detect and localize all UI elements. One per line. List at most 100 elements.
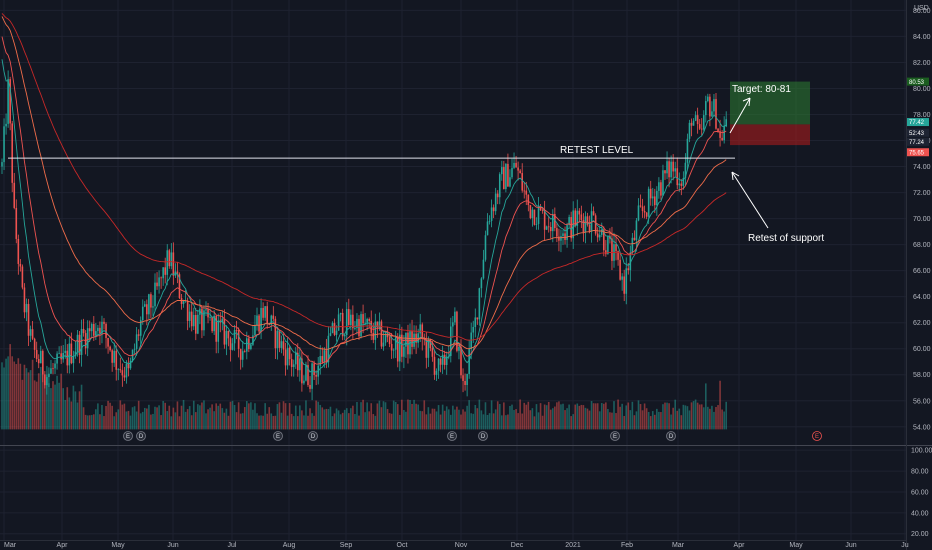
candle-body (95, 331, 97, 336)
volume-bar (276, 404, 279, 430)
volume-bar (127, 410, 130, 430)
time-tick-label: Dec (511, 542, 524, 549)
candle-body (76, 334, 79, 352)
ma-long-line (1, 13, 727, 341)
candle-body (482, 259, 485, 279)
volume-bar (68, 397, 71, 430)
volume-bar (262, 415, 264, 430)
candle-body (364, 322, 366, 324)
volume-bar (64, 399, 67, 430)
volume-bar (607, 409, 609, 430)
candle-body (372, 332, 375, 340)
volume-bar (450, 414, 452, 430)
volume-bar (413, 399, 415, 430)
candle-body (629, 252, 632, 271)
candle-body (639, 205, 642, 207)
volume-bar (405, 411, 407, 430)
candle-body (607, 235, 609, 255)
volume-bar (427, 407, 430, 430)
candle-body (152, 306, 154, 308)
candle-body (37, 359, 40, 364)
volume-bar (270, 413, 273, 430)
volume-bar (109, 402, 111, 430)
time-tick-label: Sep (340, 542, 353, 549)
candle-body (658, 182, 660, 191)
volume-bar (531, 408, 534, 430)
candle-body (341, 312, 344, 337)
candle-body (125, 363, 128, 378)
volume-bar (700, 404, 703, 430)
candle-body (25, 303, 28, 313)
candle-body (284, 349, 287, 366)
candle-body (231, 343, 234, 350)
volume-bar (239, 413, 242, 430)
candle-body (507, 163, 509, 187)
candle-body (603, 229, 605, 251)
volume-bar (233, 405, 236, 430)
candle-body (166, 250, 169, 275)
candle-body (660, 182, 662, 196)
candle-body (274, 318, 277, 349)
candle-body (117, 369, 120, 371)
candle-body (9, 79, 11, 124)
volume-bar (462, 409, 464, 430)
volume-bar (252, 409, 254, 430)
volume-bar (482, 414, 485, 430)
volume-bar (19, 363, 22, 430)
candle-body (201, 308, 203, 331)
candle-body (382, 342, 385, 347)
indicator-tick-label: 100.00 (911, 448, 932, 455)
candle-body (121, 370, 124, 376)
volume-bar (272, 415, 275, 430)
candle-body (352, 314, 354, 329)
candle-body (11, 123, 13, 183)
candle-body (150, 294, 152, 308)
price-tick-label: 58.00 (913, 372, 931, 379)
candle-body (97, 327, 99, 332)
volume-bar (72, 385, 75, 430)
candle-body (39, 350, 42, 364)
candle-body (356, 318, 358, 329)
volume-bar (82, 407, 85, 430)
candle-body (331, 323, 334, 334)
volume-bar (9, 344, 11, 430)
volume-bar (625, 405, 628, 430)
price-badge-label: 77.42 (909, 120, 925, 126)
candle-body (678, 183, 681, 186)
candle-body (17, 238, 20, 264)
price-axis[interactable]: 54.00 56.00 58.00 60.00 62.00 64.00 66.00 68.00… (907, 8, 932, 538)
candle-body (282, 341, 285, 350)
candle-body (688, 122, 691, 139)
volume-bar (611, 412, 613, 430)
candle-body (527, 194, 530, 206)
time-axis[interactable]: Mar Apr May Jun Jul Aug Sep Oct Nov Dec 2021 Feb Mar… (4, 542, 909, 549)
candle-body (343, 334, 346, 337)
volume-bar (133, 406, 136, 430)
volume-bar (617, 399, 619, 430)
candle-body (698, 124, 701, 129)
volume-bar (299, 405, 301, 430)
candle-body (707, 96, 709, 102)
volume-bar (292, 416, 295, 430)
volume-bar (668, 403, 670, 430)
candle-body (617, 251, 619, 260)
volume-bar (613, 401, 615, 430)
event-marker-label: D (311, 434, 316, 440)
candle-body (103, 321, 105, 324)
long-position-box[interactable] (730, 81, 810, 146)
candle-body (309, 384, 311, 389)
volume-bar (121, 404, 124, 430)
candle-body (486, 221, 489, 236)
candle-body (717, 128, 719, 132)
volume-bar (598, 411, 601, 430)
volume-bar (44, 380, 46, 430)
volume-bar (523, 402, 526, 430)
drawings[interactable]: RETEST LEVEL Target: 80-81 Retest of suppo… (8, 84, 824, 244)
candle-body (5, 123, 7, 127)
candle-body (427, 339, 430, 358)
candle-body (3, 126, 5, 163)
candle-body (31, 329, 34, 339)
volume-bar (468, 400, 470, 430)
